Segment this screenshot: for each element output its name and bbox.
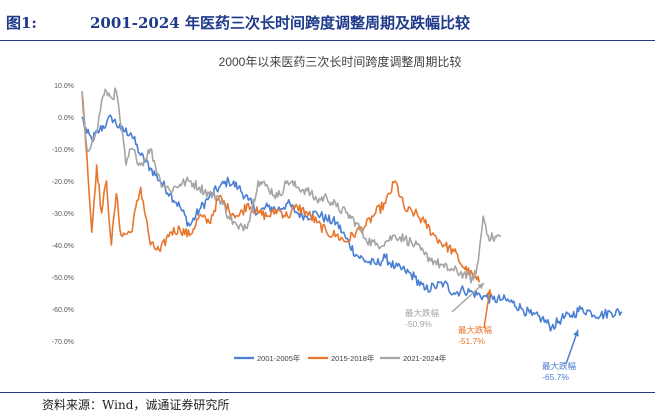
- source-note: 资料来源：Wind，诚通证券研究所: [42, 398, 230, 412]
- annotation-value: -50.9%: [405, 319, 432, 329]
- figure-title: 图1: 2001-2024 年医药三次长时间跨度调整周期及跌幅比较: [0, 12, 655, 42]
- source-divider: [0, 392, 655, 393]
- legend-label: 2001-2005年: [257, 353, 301, 363]
- annotation-arrow: [451, 282, 485, 313]
- figure-label: 图1:: [6, 14, 37, 32]
- annotation-label: 最大跌幅: [458, 325, 493, 335]
- annotation-label: 最大跌幅: [542, 361, 577, 371]
- y-tick-label: -20.0%: [52, 179, 74, 186]
- y-tick-label: -50.0%: [52, 275, 74, 282]
- line-chart: 2000年以来医药三次长时间跨度调整周期比较 10.0% 0.0% -10.0% -20…: [52, 54, 623, 382]
- series-line-2001-2005: [81, 114, 623, 332]
- y-tick-label: 0.0%: [58, 115, 74, 122]
- annotation-arrow: [565, 329, 579, 365]
- annotation-arrow: [483, 288, 491, 329]
- y-tick-label: 10.0%: [54, 83, 74, 90]
- annotation-value: -51.7%: [458, 336, 485, 346]
- y-tick-label: -60.0%: [52, 307, 74, 314]
- series-line-2015-2018: [81, 91, 481, 283]
- y-tick-label: -10.0%: [52, 147, 74, 154]
- y-tick-label: -40.0%: [52, 243, 74, 250]
- annotation-label: 最大跌幅: [405, 308, 440, 318]
- annotation-arrowhead: [573, 330, 579, 337]
- annotation-value: -65.7%: [542, 372, 569, 382]
- legend-label: 2015-2018年: [331, 353, 375, 363]
- figure-title-text: 2001-2024 年医药三次长时间跨度调整周期及跌幅比较: [90, 14, 470, 32]
- annotation-arrowhead: [477, 283, 484, 290]
- annotation-arrowhead: [486, 289, 493, 296]
- y-tick-label: -30.0%: [52, 211, 74, 218]
- chart-title: 2000年以来医药三次长时间跨度调整周期比较: [219, 54, 462, 69]
- title-divider: [0, 40, 655, 41]
- series-line-2021-2024: [81, 87, 502, 284]
- y-tick-label: -70.0%: [52, 339, 74, 346]
- legend-label: 2021-2024年: [403, 353, 447, 363]
